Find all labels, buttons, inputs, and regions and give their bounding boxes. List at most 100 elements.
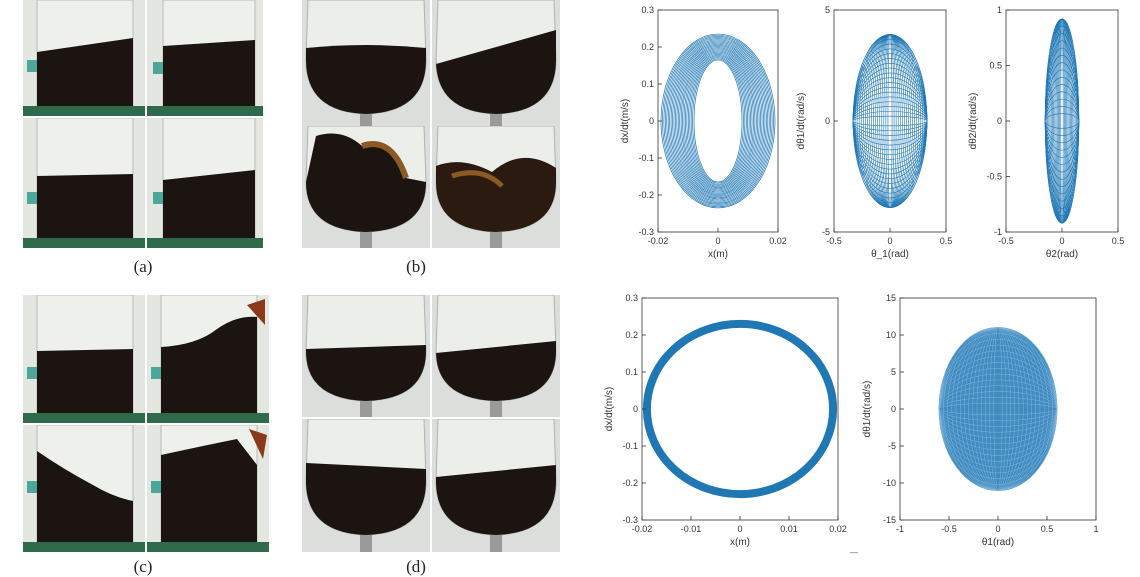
photo-a-2 xyxy=(147,0,263,116)
photo-d-4 xyxy=(432,419,560,552)
trajectory-loop xyxy=(852,101,928,141)
trajectory-loop xyxy=(858,34,922,208)
photo-b-2 xyxy=(432,0,560,126)
y-tick-label: -0.1 xyxy=(638,153,654,163)
trajectory-loop xyxy=(1044,18,1080,224)
y-tick-label: 0 xyxy=(633,404,638,414)
cylinder-image xyxy=(23,0,145,116)
y-tick-label: 10 xyxy=(886,330,896,340)
y-tick-label: -0.5 xyxy=(986,172,1002,182)
cylinder-image xyxy=(23,295,145,423)
trajectory-loop xyxy=(1059,18,1065,224)
y-tick-label: -0.1 xyxy=(622,441,638,451)
trajectory-loop xyxy=(673,43,763,199)
trajectory-loop xyxy=(852,96,928,146)
plot-curves xyxy=(660,33,776,209)
photo-c-2 xyxy=(147,295,269,423)
wine-glass-image xyxy=(432,295,560,417)
photo-c-3 xyxy=(23,425,145,552)
trajectory-loop xyxy=(685,52,751,190)
axes-box xyxy=(833,9,947,233)
x-tick-label: 1 xyxy=(1093,524,1098,534)
plot-curves xyxy=(1044,18,1080,224)
y-tick-label: 0 xyxy=(891,404,896,414)
y-tick-label: 0 xyxy=(997,116,1002,126)
trajectory-loop xyxy=(666,38,770,204)
photo-a-1 xyxy=(23,0,145,116)
x-tick-label: 0 xyxy=(887,236,892,246)
x-tick-label: -0.02 xyxy=(632,524,653,534)
x-tick-label: -0.5 xyxy=(826,236,842,246)
trajectory-loop xyxy=(692,58,744,184)
y-tick-label: 0 xyxy=(825,116,830,126)
y-tick-label: 0.3 xyxy=(641,5,654,15)
trajectory-loop xyxy=(867,34,913,208)
x-tick-label: -0.02 xyxy=(648,236,669,246)
y-tick-label: 0.5 xyxy=(989,61,1002,71)
photo-c-4 xyxy=(147,425,269,552)
trajectory-loop xyxy=(871,34,909,208)
trajectory-loop xyxy=(852,38,928,204)
phase-plot-theta1: -0.5 0 0.5 5 0 -5 θ_1(rad) dθ1/dt(rad/s) xyxy=(796,5,953,260)
x-axis-label: θ2(rad) xyxy=(1046,249,1078,260)
trajectory-loop xyxy=(693,59,743,183)
trajectory-loop xyxy=(852,106,928,136)
trajectory-loop xyxy=(881,34,899,208)
x-tick-label: 0.5 xyxy=(940,236,953,246)
trajectory-loop xyxy=(667,39,769,203)
wine-glass-image xyxy=(432,419,560,552)
wine-glass-image xyxy=(302,126,430,248)
x-tick-label: -1 xyxy=(896,524,904,534)
cylinder-image xyxy=(147,295,269,423)
phase-plot-x: -0.02 0 0.02 0.3 0.2 0.1 0 -0.1 -0.2 -0.3 x(m) dx/d… xyxy=(620,5,787,260)
y-tick-label: 0 xyxy=(649,116,654,126)
x-tick-label: 0.01 xyxy=(780,524,798,534)
trajectory-loop xyxy=(879,34,901,208)
trajectory-loop xyxy=(877,34,903,208)
wine-glass-image xyxy=(302,419,430,552)
phase-plot-x-large: -0.02 -0.01 0 0.01 0.02 0.3 0.2 0.1 0 -0.1 -0.2 -0.… xyxy=(604,293,847,548)
x-tick-label: 0.02 xyxy=(769,236,787,246)
footnote-mark: — xyxy=(850,548,858,557)
x-tick-label: 0.02 xyxy=(829,524,847,534)
trajectory-loop xyxy=(686,53,750,189)
y-tick-label: -0.2 xyxy=(638,190,654,200)
x-tick-label: -0.5 xyxy=(941,524,957,534)
y-tick-label: 0.1 xyxy=(641,79,654,89)
caption-a: (a) xyxy=(133,257,153,276)
photo-b-1 xyxy=(302,0,430,126)
trajectory-loop xyxy=(680,49,756,193)
photo-d-3 xyxy=(302,419,430,552)
photo-b-4 xyxy=(432,126,560,248)
plot-curves xyxy=(642,319,838,499)
trajectory-loop xyxy=(679,48,757,194)
x-axis-label: x(m) xyxy=(708,249,728,260)
y-tick-label: 5 xyxy=(825,5,830,15)
x-tick-label: 0.5 xyxy=(1041,524,1054,534)
wine-glass-image xyxy=(302,0,430,126)
trajectory-loop xyxy=(852,58,928,184)
y-axis-label: dθ1/dt(rad/s) xyxy=(862,381,873,438)
axes-box xyxy=(1005,9,1119,233)
plot-curves xyxy=(852,34,928,208)
x-tick-label: 0 xyxy=(1059,236,1064,246)
x-tick-label: -0.5 xyxy=(998,236,1014,246)
wine-glass-image xyxy=(432,126,560,248)
y-tick-label: 0.1 xyxy=(625,367,638,377)
trajectory-loop xyxy=(682,50,754,192)
trajectory-loop xyxy=(873,34,907,208)
trajectory-loop xyxy=(669,40,767,202)
trajectory-loop xyxy=(670,41,766,201)
y-tick-label: -15 xyxy=(883,515,896,525)
trajectory-loop xyxy=(662,34,774,208)
y-tick-label: -10 xyxy=(883,478,896,488)
y-tick-label: -0.3 xyxy=(622,515,638,525)
trajectory-loop xyxy=(938,327,1058,491)
y-axis-label: dx/dt(m/s) xyxy=(620,99,631,143)
y-tick-label: -0.3 xyxy=(638,227,654,237)
phase-plot-theta1-large: -1 -0.5 0 0.5 1 15 10 5 0 -5 -10 -15 θ1(rad) dθ1/dt(r… xyxy=(862,293,1099,548)
trajectory-loop xyxy=(687,55,749,187)
y-tick-label: 0.3 xyxy=(625,293,638,303)
trajectory-loop xyxy=(885,34,895,208)
trajectory-fill xyxy=(938,327,1058,491)
